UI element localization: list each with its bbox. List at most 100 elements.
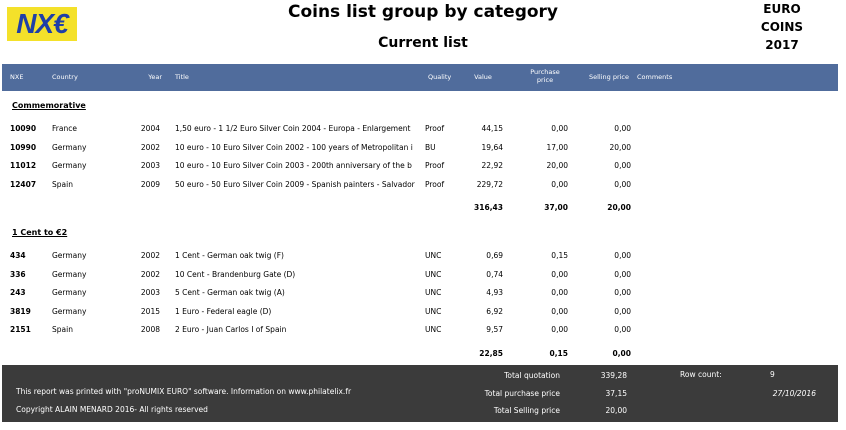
table-cell: 2151 (10, 325, 31, 334)
print-date: 27/10/2016 (772, 389, 816, 398)
table-cell: 0,00 (614, 269, 631, 279)
column-header: Country (52, 73, 78, 81)
group-total: 0,15 (549, 348, 568, 358)
table-cell: 0,00 (614, 124, 631, 133)
table-cell: BU (425, 142, 436, 152)
table-cell: 1 Euro - Federal eagle (D) (175, 306, 272, 316)
table-cell: 2003 (140, 288, 160, 297)
table-cell: Germany (52, 142, 87, 152)
table-cell: 0,00 (614, 179, 631, 189)
table-cell: Germany (52, 306, 87, 316)
table-cell: 0,00 (551, 124, 568, 133)
table-cell: 3819 (10, 306, 31, 316)
table-cell: 0,00 (614, 288, 631, 297)
table-cell: Germany (52, 161, 87, 170)
logo: NX€ (7, 7, 77, 41)
report-title: Coins list group by category (287, 2, 559, 22)
table-cell: 0,74 (486, 269, 503, 279)
table-cell: UNC (425, 269, 442, 279)
footer-total-value: 37,15 (605, 388, 627, 398)
table-cell: 2002 (140, 269, 160, 279)
table-cell: 10090 (10, 124, 37, 133)
table-cell: Spain (52, 179, 73, 189)
table-header-bar (2, 64, 838, 91)
column-header: Quality (428, 73, 452, 81)
table-cell: France (52, 124, 77, 133)
table-cell: Germany (52, 269, 87, 279)
table-cell: 17,00 (546, 142, 568, 152)
table-cell: 0,00 (614, 306, 631, 316)
table-cell: 2002 (140, 142, 160, 152)
footer-total-value: 20,00 (605, 406, 627, 415)
table-cell: 10 euro - 10 Euro Silver Coin 2002 - 100… (175, 142, 413, 152)
column-header: Purchase price (530, 68, 560, 84)
table-cell: 20,00 (546, 161, 568, 170)
table-cell: 0,00 (551, 288, 568, 297)
table-cell: 0,69 (486, 251, 503, 260)
group-total: 0,00 (612, 348, 631, 358)
table-cell: 336 (10, 269, 26, 279)
table-cell: 12407 (10, 179, 37, 189)
table-cell: 2003 (140, 161, 160, 170)
table-cell: 4,93 (486, 288, 503, 297)
badge-line: 2017 (765, 38, 799, 52)
table-cell: 20,00 (609, 142, 631, 152)
footer-total-label: Total quotation (504, 371, 560, 380)
table-cell: 1,50 euro - 1 1/2 Euro Silver Coin 2004 … (175, 124, 411, 133)
table-cell: 22,92 (481, 161, 503, 170)
group-total: 37,00 (544, 203, 568, 212)
table-cell: Germany (52, 288, 87, 297)
table-cell: 2015 (140, 306, 160, 316)
table-cell: 9,57 (486, 325, 503, 334)
badge-line: EURO (763, 2, 801, 16)
table-cell: 2008 (140, 325, 160, 334)
table-cell: UNC (425, 251, 442, 260)
table-cell: 0,00 (551, 306, 568, 316)
badge-line: COINS (760, 20, 804, 34)
table-cell: Proof (425, 179, 445, 189)
table-cell: 6,92 (486, 306, 503, 316)
table-cell: 0,00 (551, 325, 568, 334)
table-cell: Germany (52, 251, 87, 260)
group-total: 20,00 (607, 203, 631, 212)
footer-note: This report was printed with "proNUMIX E… (16, 387, 352, 396)
column-header: NXE (10, 73, 24, 81)
table-cell: Spain (52, 325, 73, 334)
table-cell: 2 Euro - Juan Carlos I of Spain (175, 325, 287, 334)
table-cell: 44,15 (481, 124, 503, 133)
table-cell: Proof (425, 124, 445, 133)
table-cell: UNC (425, 325, 442, 334)
table-cell: 434 (10, 251, 26, 260)
table-cell: 0,00 (614, 161, 631, 170)
table-cell: 11012 (10, 161, 37, 170)
row-count: 9 (770, 370, 775, 379)
table-cell: 229,72 (476, 179, 503, 189)
footer-copyright: Copyright ALAIN MENARD 2016- All rights … (16, 405, 208, 414)
column-header: Value (474, 73, 492, 81)
footer-total-label: Total purchase price (484, 388, 560, 398)
table-cell: 0,00 (614, 251, 631, 260)
report-subtitle: Current list (378, 35, 468, 51)
table-cell: 0,15 (551, 251, 568, 260)
table-cell: UNC (425, 306, 442, 316)
column-header: Title (175, 73, 189, 81)
table-cell: 2009 (140, 179, 160, 189)
group-total: 22,85 (479, 348, 503, 358)
footer-total-value: 339,28 (600, 371, 627, 380)
table-cell: 19,64 (481, 142, 503, 152)
table-cell: 5 Cent - German oak twig (A) (175, 288, 285, 297)
column-header: Comments (637, 73, 673, 81)
group-title: Commemorative (12, 101, 86, 110)
table-cell: 10990 (10, 142, 37, 152)
table-cell: 1 Cent - German oak twig (F) (175, 251, 284, 260)
group-total: 316,43 (474, 203, 503, 212)
column-header: Year (148, 73, 162, 81)
table-cell: 0,00 (551, 179, 568, 189)
table-cell: 10 Cent - Brandenburg Gate (D) (175, 269, 296, 279)
table-cell: 10 euro - 10 Euro Silver Coin 2003 - 200… (175, 161, 412, 170)
table-cell: 2002 (140, 251, 160, 260)
table-cell: Proof (425, 161, 445, 170)
table-cell: 243 (10, 288, 26, 297)
footer-total-label: Total Selling price (493, 406, 560, 415)
